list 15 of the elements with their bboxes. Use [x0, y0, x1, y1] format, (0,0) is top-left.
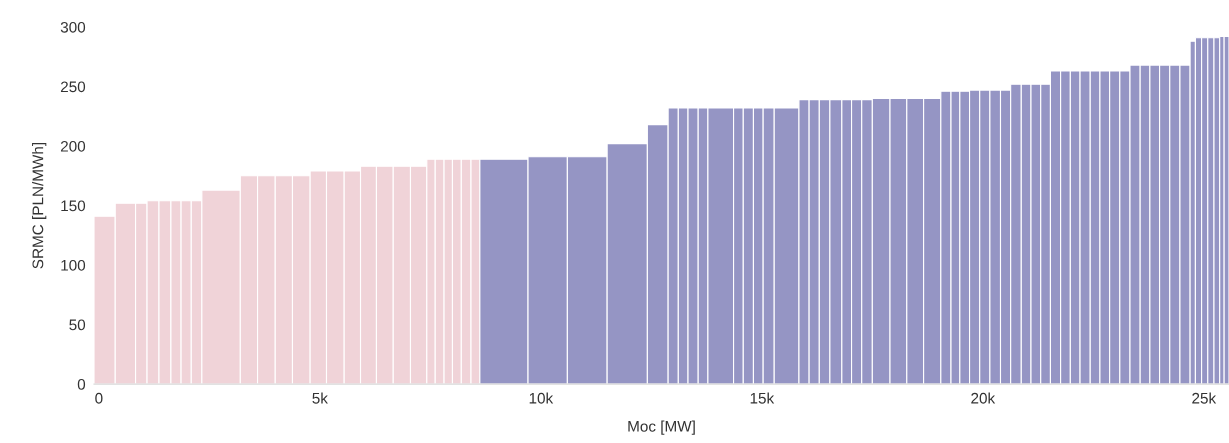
y-tick-label: 50	[69, 319, 86, 331]
y-tick-label: 100	[61, 259, 86, 271]
x-tick-label: 25k	[1192, 392, 1217, 404]
x-tick-label: 10k	[529, 392, 554, 404]
x-tick-label: 15k	[750, 392, 775, 404]
y-tick-label: 150	[61, 200, 86, 212]
x-axis-title: Moc [MW]	[628, 420, 695, 435]
y-tick-label: 300	[60, 21, 86, 33]
y-axis-title: SRMC [PLN/MWh]	[32, 142, 47, 269]
x-tick-label: 0	[95, 392, 103, 404]
y-tick-label: 250	[60, 81, 86, 93]
y-tick-label: 200	[60, 140, 86, 152]
x-tick-label: 20k	[971, 392, 996, 404]
x-tick-label: 5k	[312, 392, 328, 404]
y-tick-label: 0	[77, 378, 86, 390]
